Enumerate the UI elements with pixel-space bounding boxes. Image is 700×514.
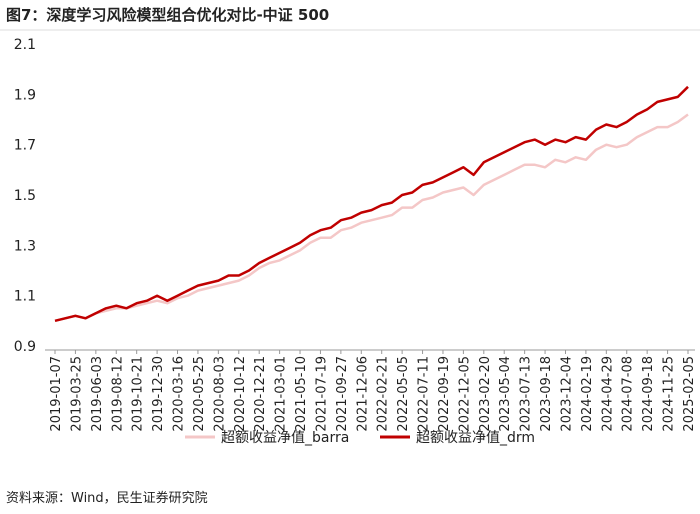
- x-tick-label: 2024-07-08: [621, 356, 636, 432]
- x-tick-label: 2023-05-04: [498, 356, 513, 432]
- chart-title: 图7：深度学习风险模型组合优化对比-中证 500: [6, 6, 329, 24]
- x-tick-label: 2024-04-29: [600, 356, 615, 432]
- x-tick-label: 2021-03-01: [274, 356, 289, 432]
- x-tick-label: 2020-08-03: [212, 356, 227, 432]
- x-tick-label: 2020-12-21: [253, 356, 268, 432]
- y-tick-label: 1.5: [14, 188, 36, 204]
- x-tick-label: 2019-06-03: [90, 356, 105, 432]
- x-tick-label: 2019-01-07: [49, 356, 64, 432]
- x-tick-label: 2019-10-21: [131, 356, 146, 432]
- x-tick-label: 2023-09-18: [539, 356, 554, 432]
- x-tick-label: 2022-02-21: [376, 356, 391, 432]
- y-tick-label: 1.3: [14, 238, 36, 254]
- x-tick-label: 2025-02-05: [682, 356, 697, 432]
- x-tick-label: 2022-07-11: [417, 356, 432, 432]
- y-tick-label: 1.9: [14, 87, 36, 103]
- y-tick-label: 1.7: [14, 138, 36, 154]
- x-tick-label: 2021-05-10: [294, 356, 309, 432]
- x-tick-label: 2020-10-12: [233, 356, 248, 432]
- x-tick-label: 2023-02-20: [478, 356, 493, 432]
- x-tick-label: 2020-03-16: [172, 356, 187, 432]
- x-tick-label: 2021-07-19: [314, 356, 329, 432]
- source-note: 资料来源：Wind，民生证券研究院: [6, 490, 208, 506]
- x-tick-label: 2020-05-25: [192, 356, 207, 432]
- x-tick-label: 2023-12-04: [559, 356, 574, 432]
- x-tick-label: 2022-05-05: [396, 356, 411, 432]
- series-line: [54, 85, 689, 323]
- x-tick-label: 2019-08-12: [110, 356, 125, 432]
- x-tick-label: 2019-12-30: [151, 356, 166, 432]
- x-tick-label: 2021-12-06: [355, 356, 370, 432]
- x-tick-label: 2022-09-19: [437, 356, 452, 432]
- x-tick-label: 2024-02-19: [580, 356, 595, 432]
- x-tick-label: 2024-11-25: [662, 356, 677, 432]
- x-tick-label: 2021-09-27: [335, 356, 350, 432]
- x-tick-label: 2019-03-25: [69, 356, 84, 432]
- x-tick-label: 2023-07-13: [519, 356, 534, 432]
- y-tick-label: 1.1: [14, 289, 36, 305]
- series-line: [54, 113, 689, 323]
- x-tick-label: 2022-12-05: [457, 356, 472, 432]
- x-tick-label: 2024-09-18: [641, 356, 656, 432]
- legend-label: 超额收益净值_barra: [221, 430, 349, 446]
- y-tick-label: 2.1: [14, 37, 36, 53]
- legend-label: 超额收益净值_drm: [416, 430, 535, 446]
- y-tick-label: 0.9: [14, 339, 36, 355]
